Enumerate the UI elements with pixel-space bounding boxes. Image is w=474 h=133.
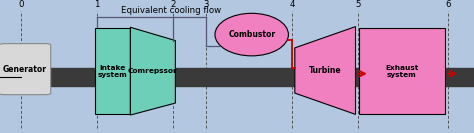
Bar	[95, 28, 130, 114]
FancyBboxPatch shape	[0, 44, 51, 95]
Text: 3: 3	[203, 0, 209, 9]
Text: Turbine: Turbine	[309, 66, 341, 75]
Text: 5: 5	[355, 0, 361, 9]
Bar	[359, 28, 445, 114]
Text: 6: 6	[445, 0, 451, 9]
Bar	[0, 68, 474, 86]
Text: Combustor: Combustor	[228, 30, 275, 39]
Text: 1: 1	[94, 0, 100, 9]
Text: Comrepssor: Comrepssor	[128, 68, 178, 74]
Text: 2: 2	[170, 0, 176, 9]
Text: Exhaust
system: Exhaust system	[385, 65, 419, 78]
Ellipse shape	[215, 13, 288, 56]
Text: Equivalent cooling flow: Equivalent cooling flow	[120, 6, 221, 15]
Polygon shape	[130, 27, 175, 115]
Text: 0: 0	[18, 0, 24, 9]
Polygon shape	[295, 27, 356, 114]
Text: 4: 4	[290, 0, 295, 9]
Text: Intake
system: Intake system	[98, 65, 128, 78]
Text: Generator: Generator	[3, 65, 47, 74]
